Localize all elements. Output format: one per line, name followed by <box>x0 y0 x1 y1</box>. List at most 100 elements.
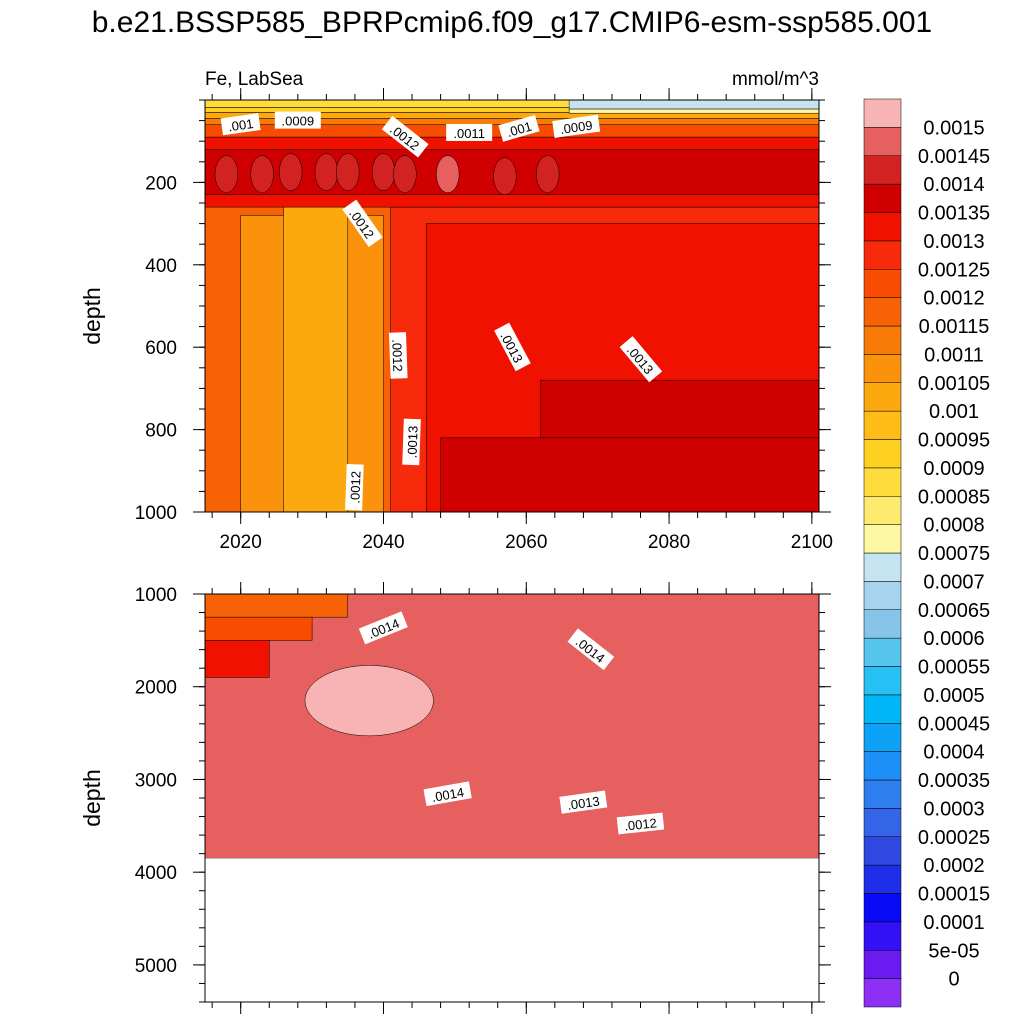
colorbar-swatch <box>863 410 902 440</box>
contour-label-box <box>220 113 261 136</box>
bottom-contour-label: .0014 <box>423 781 472 807</box>
colorbar-swatch <box>863 779 902 809</box>
contour-label-box <box>498 114 540 142</box>
top-contour-label: .0012 <box>345 463 364 511</box>
top-contour-cell <box>393 155 417 193</box>
top-contour-label: .0009 <box>552 114 601 138</box>
top-contour-region <box>283 202 349 513</box>
top-y-tick-label: 200 <box>145 173 177 194</box>
colorbar-swatch <box>863 325 902 355</box>
top-contour-label: .001 <box>498 114 540 142</box>
colorbar-label: 0.00095 <box>918 430 990 452</box>
colorbar-label: 0.00105 <box>918 373 990 395</box>
contour-label-text: .001 <box>505 119 533 140</box>
colorbar-swatch <box>863 524 902 554</box>
top-x-tick-label: 2040 <box>362 532 404 553</box>
top-contour-cell <box>336 153 360 191</box>
contour-label-box <box>559 790 608 814</box>
bottom-y-tick-label: 4000 <box>135 863 177 884</box>
colorbar-label: 0.00125 <box>918 259 990 281</box>
colorbar-swatch <box>863 609 902 639</box>
top-y-tick-label: 800 <box>145 421 177 442</box>
contour-label-text: .0013 <box>404 425 420 458</box>
bottom-y-tick-label: 5000 <box>135 956 177 977</box>
top-contour-label: .0011 <box>446 123 493 141</box>
top-contour-cell <box>493 157 517 196</box>
colorbar-swatch <box>863 297 902 327</box>
colorbar-swatch <box>863 637 902 667</box>
bottom-y-axis-label: depth <box>79 769 105 827</box>
colorbar-label: 0.00025 <box>918 827 990 849</box>
top-y-tick-label: 1000 <box>135 503 177 524</box>
colorbar-swatch <box>863 354 902 383</box>
top-contour-label: .0013 <box>402 418 421 466</box>
bottom-plot-area: .0014.0014.0014.0013.0012 <box>204 593 820 1002</box>
colorbar-label: 0.0001 <box>923 912 984 934</box>
colorbar-swatch <box>863 836 902 866</box>
contour-label-box <box>619 336 663 383</box>
top-contour-region <box>568 99 820 110</box>
contour-label-box <box>358 611 408 645</box>
top-left-label: Fe, LabSea <box>205 69 304 90</box>
colorbar-label: 0.0008 <box>923 515 984 537</box>
colorbar: 0 5e-05 0.0001 0.00015 0.0002 0.00025 0.0003 0.… <box>863 98 990 1008</box>
top-y-axis-label: depth <box>79 287 105 345</box>
contour-label-box <box>345 463 364 511</box>
colorbar-label: 0.0013 <box>923 231 984 253</box>
bottom-contour-region <box>204 593 349 618</box>
top-contour-region <box>568 108 820 114</box>
colorbar-label: 0.0004 <box>923 742 984 764</box>
top-right-label: mmol/m^3 <box>732 69 819 90</box>
colorbar-label: 0.00045 <box>918 713 990 735</box>
bottom-y-tick-label: 1000 <box>135 585 177 606</box>
bottom-missing-area <box>205 858 819 1002</box>
colorbar-swatch <box>863 212 902 242</box>
colorbar-label: 0.00085 <box>918 486 990 508</box>
main-title: b.e21.BSSP585_BPRPcmip6.f09_g17.CMIP6-es… <box>91 6 933 39</box>
top-y-tick-label: 400 <box>145 256 177 277</box>
contour-label-text: .0009 <box>282 114 315 129</box>
colorbar-label: 0.0005 <box>923 685 984 707</box>
contour-label-text: .0009 <box>559 118 593 137</box>
colorbar-label: 0.00075 <box>918 543 990 565</box>
top-x-tick-label: 2060 <box>505 532 547 553</box>
colorbar-swatch <box>863 496 902 525</box>
colorbar-swatch <box>863 552 902 582</box>
colorbar-swatch <box>863 382 902 412</box>
contour-label-box <box>274 111 321 129</box>
contour-label-box <box>567 628 615 671</box>
bottom-contour-label: .0012 <box>616 812 665 835</box>
colorbar-label: 0.0014 <box>923 174 984 196</box>
colorbar-swatch <box>863 893 902 923</box>
bottom-axes: 1000 2000 3000 4000 5000 <box>135 582 831 1014</box>
colorbar-swatch <box>863 751 902 781</box>
colorbar-swatch <box>863 467 902 497</box>
colorbar-label: 0.00135 <box>918 203 990 225</box>
contour-label-box <box>381 115 429 158</box>
colorbar-label: 0.00145 <box>918 146 990 168</box>
colorbar-swatch <box>863 127 902 156</box>
colorbar-swatch <box>863 666 902 696</box>
contour-label-text: .0012 <box>347 471 363 504</box>
top-contour-region <box>540 379 820 439</box>
colorbar-swatch <box>863 978 902 1008</box>
contour-label-text: .0014 <box>431 785 466 805</box>
bottom-contour-label: .0013 <box>559 790 608 814</box>
contour-label-box <box>552 114 601 138</box>
colorbar-swatch <box>863 98 902 128</box>
bottom-contour-region <box>204 640 270 678</box>
colorbar-label: 0.00035 <box>918 770 990 792</box>
bottom-y-tick-label: 3000 <box>135 770 177 791</box>
top-x-tick-label: 2020 <box>220 532 262 553</box>
colorbar-swatch <box>863 240 902 270</box>
colorbar-swatch <box>863 183 902 213</box>
top-contour-cell <box>371 153 396 191</box>
colorbar-label: 0.00115 <box>919 316 990 338</box>
top-x-tick-label: 2100 <box>791 532 833 553</box>
colorbar-label: 0.00055 <box>918 657 990 679</box>
contour-label-box <box>388 332 408 379</box>
colorbar-label: 5e-05 <box>928 940 979 962</box>
top-y-tick-label: 600 <box>145 338 177 359</box>
contour-label-box <box>446 123 493 141</box>
